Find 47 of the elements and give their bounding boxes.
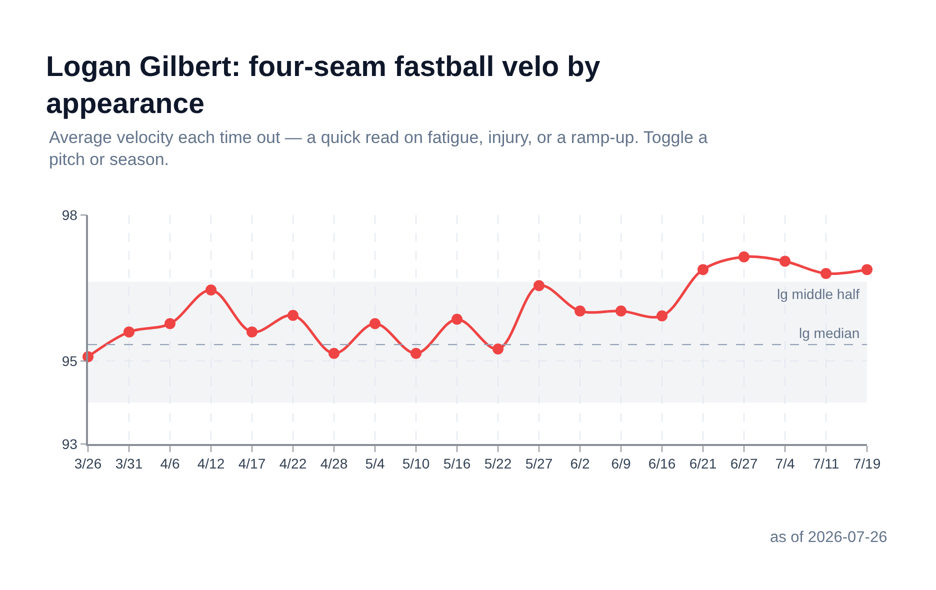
point (616, 305, 626, 316)
y-tick-label: 98 (62, 206, 78, 223)
x-tick-label: 6/2 (570, 456, 590, 472)
point (164, 318, 176, 330)
x-tick-label: 3/26 (74, 456, 102, 472)
x-tick-label: 4/28 (320, 456, 348, 472)
point (492, 343, 504, 354)
point (370, 318, 380, 330)
point (656, 310, 668, 322)
point (738, 251, 750, 262)
x-tick-label: 4/17 (238, 456, 266, 472)
x-tick-label: 6/21 (689, 456, 717, 472)
point (698, 264, 708, 276)
point (574, 305, 586, 316)
text: as of 2026-07-26 (770, 529, 888, 546)
point (288, 310, 298, 321)
x-tick-label: 5/22 (484, 456, 512, 472)
x-tick-label: 5/27 (525, 456, 553, 472)
x-tick-label: 6/27 (730, 456, 758, 472)
x-tick-label: 5/4 (365, 456, 385, 472)
y-tick-label: 93 (62, 436, 78, 452)
point (206, 284, 216, 296)
point (452, 314, 462, 325)
point (328, 348, 340, 359)
point (410, 348, 422, 359)
x-tick-label: 6/9 (611, 456, 631, 472)
x-tick-label: 3/31 (115, 456, 143, 472)
x-tick-label: 7/4 (775, 456, 795, 472)
x-tick-label: 4/22 (279, 456, 307, 472)
point (534, 280, 544, 292)
x-tick-label: 4/12 (197, 456, 225, 472)
x-tick-label: 5/10 (402, 456, 430, 472)
x-tick-label: 7/11 (812, 456, 840, 472)
point (124, 326, 134, 338)
x-tick-label: 6/16 (648, 456, 676, 472)
chart-subtitle: Average velocity each time out — a quick read on fatigue, injury, or a ramp-up. Toggle a pitch or season. (49, 128, 708, 170)
point (820, 268, 832, 279)
x-tick-label: 4/6 (160, 456, 180, 472)
chart-title: Logan Gilbert: four-seam fastball velo by appearance (46, 51, 600, 120)
x-tick-label: 5/16 (443, 456, 471, 472)
point (780, 256, 790, 267)
band-label: lg middle half (777, 286, 860, 302)
point (246, 326, 258, 338)
y-tick-label: 95 (62, 353, 78, 370)
x-tick-label: 7/19 (853, 456, 881, 472)
ref-line-label: lg median (799, 325, 860, 341)
point (862, 264, 872, 276)
